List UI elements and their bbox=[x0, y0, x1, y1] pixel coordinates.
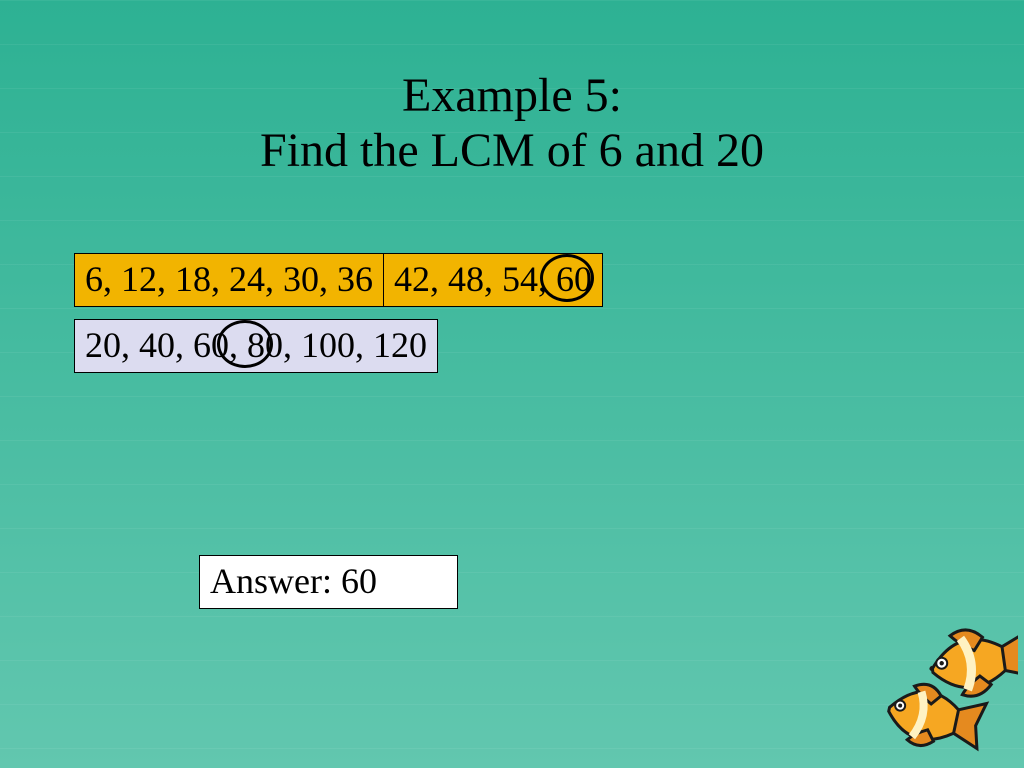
title-line-2: Find the LCM of 6 and 20 bbox=[0, 123, 1024, 178]
circle-annotation-60-row1 bbox=[540, 254, 594, 302]
multiples-of-20-row: 20, 40, 60, 80, 100, 120 bbox=[74, 319, 438, 373]
answer-text: Answer: 60 bbox=[210, 561, 377, 601]
answer-row: Answer: 60 bbox=[199, 555, 458, 609]
answer-box: Answer: 60 bbox=[199, 555, 458, 609]
multiples-of-20-box: 20, 40, 60, 80, 100, 120 bbox=[74, 319, 438, 373]
slide-title: Example 5: Find the LCM of 6 and 20 bbox=[0, 68, 1024, 178]
multiples-of-6-box-b: 42, 48, 54, 60 bbox=[384, 253, 603, 307]
title-line-1: Example 5: bbox=[0, 68, 1024, 123]
multiples-of-6-box-a: 6, 12, 18, 24, 30, 36 bbox=[74, 253, 384, 307]
circle-annotation-60-row2 bbox=[217, 320, 273, 368]
fish-clipart bbox=[868, 628, 1018, 768]
multiples-of-6-text-a: 6, 12, 18, 24, 30, 36 bbox=[85, 259, 373, 299]
multiples-of-6-row: 6, 12, 18, 24, 30, 36 42, 48, 54, 60 bbox=[74, 253, 603, 307]
